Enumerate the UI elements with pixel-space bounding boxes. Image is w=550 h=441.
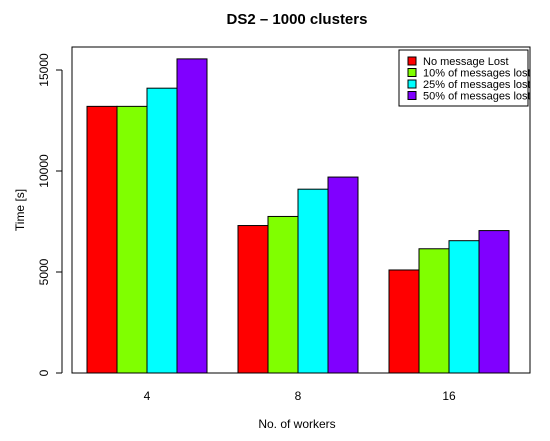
x-axis-label: No. of workers (258, 417, 335, 431)
bar-4-4 (176, 58, 208, 374)
legend-label: 50% of messages lost (423, 91, 531, 103)
bar-8-3 (297, 188, 329, 374)
legend-swatch (407, 56, 417, 66)
legend-label: 25% of messages lost (423, 79, 531, 91)
chart-title: DS2 – 1000 clusters (227, 11, 368, 28)
x-tick-label: 16 (442, 389, 456, 403)
legend-swatch (407, 68, 417, 77)
bar-4-1 (86, 105, 118, 374)
legend-label: 10% of messages lost (423, 68, 531, 80)
x-tick-label: 8 (295, 389, 302, 403)
bar-16-4 (478, 230, 510, 374)
y-tick-label: 10000 (37, 154, 51, 188)
bars-group (86, 58, 510, 374)
x-axis: 4 8 16 (144, 389, 456, 403)
x-tick-label: 4 (144, 389, 151, 403)
y-tick-label: 0 (37, 369, 51, 376)
bar-8-1 (237, 225, 269, 374)
bar-16-2 (418, 248, 450, 374)
legend-swatch (407, 91, 417, 100)
legend-box (398, 49, 529, 107)
y-tick-label: 5000 (37, 258, 51, 285)
bar-16-3 (448, 240, 480, 374)
y-axis-label: Time [s] (13, 189, 27, 231)
y-axis: 0 5000 10000 15000 (37, 53, 63, 376)
bar-4-3 (146, 87, 178, 374)
y-tick-label: 15000 (37, 53, 51, 87)
bar-16-1 (388, 269, 420, 374)
legend-label: No message Lost (423, 56, 509, 68)
legend-swatch (407, 79, 417, 89)
bar-8-4 (327, 176, 359, 374)
bar-4-2 (116, 105, 148, 374)
bar-8-2 (267, 215, 299, 374)
